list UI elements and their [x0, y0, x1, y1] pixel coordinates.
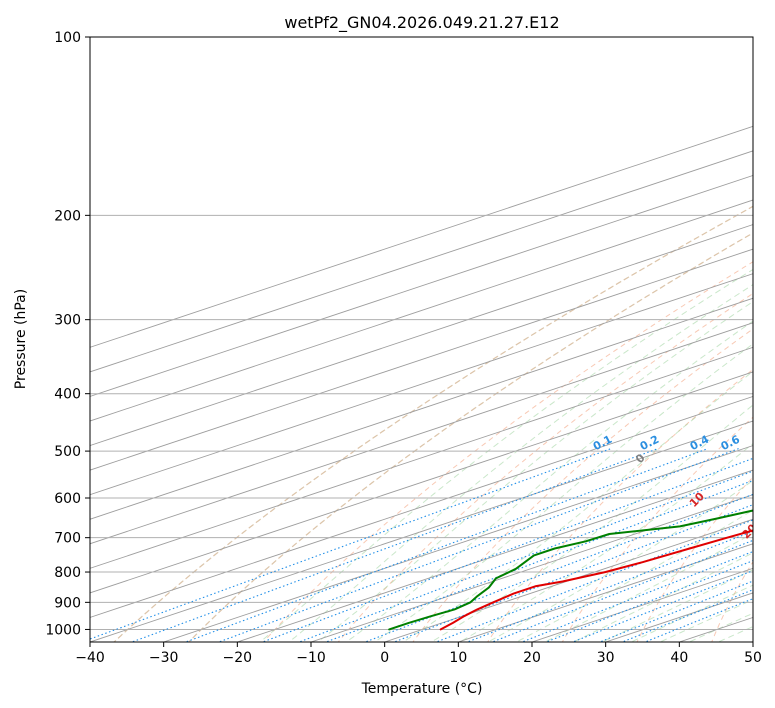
isotherm	[90, 199, 753, 422]
moist-adiabat	[543, 532, 753, 642]
isotherm	[90, 297, 753, 520]
dry-adiabat-reference	[187, 232, 753, 642]
mixing-ratio-line	[297, 470, 753, 642]
mixing-ratio-label: 0.2	[638, 433, 661, 453]
isotherm	[90, 248, 753, 471]
data-series	[388, 509, 753, 631]
x-axis-label: Temperature (°C)	[361, 681, 483, 697]
isotherm	[163, 445, 753, 642]
y-tick-label: 600	[54, 491, 81, 507]
y-tick-label: 700	[54, 531, 81, 547]
temperature-profile	[439, 529, 753, 631]
x-tick-label: −40	[75, 650, 105, 666]
mixing-ratio-line	[544, 560, 753, 642]
isotherm	[237, 469, 753, 642]
y-axis-label: Pressure (hPa)	[13, 289, 29, 389]
isotherm	[384, 518, 753, 642]
isotherm	[310, 494, 753, 642]
plot-frame	[89, 36, 754, 643]
moist-adiabat	[373, 343, 753, 642]
dry-adiabat-reference	[113, 205, 753, 642]
mixing-ratio-line	[598, 580, 753, 642]
mixing-ratio-line	[490, 539, 753, 642]
plot-area: 0.10.20.40.611.52346810131620253036-100-…	[90, 37, 775, 642]
x-tick-label: 30	[597, 650, 615, 666]
isotherm	[531, 567, 753, 642]
y-tick-label: 100	[54, 30, 81, 46]
mixing-ratio-line	[217, 447, 740, 642]
mixing-ratio-line	[643, 598, 753, 642]
mixing-ratio-line	[571, 570, 753, 642]
dry-adiabats	[113, 205, 753, 642]
moist-adiabat	[601, 569, 753, 642]
dry-adiabat	[561, 416, 753, 642]
isotherm	[90, 273, 753, 496]
moist-adiabat	[345, 320, 753, 642]
mixing-ratio-line	[520, 550, 753, 642]
isotherm	[90, 224, 753, 447]
x-tick-label: −10	[296, 650, 326, 666]
isotherm	[90, 150, 753, 373]
y-tick-label: 500	[54, 444, 81, 460]
x-axis-ticks: −40 −30 −20 −10 0 10 20 30 40 50	[75, 642, 762, 666]
mixing-ratio-line	[620, 589, 753, 642]
reference-line-labels: 0.10.20.40.611.52346810131620253036-100-…	[591, 433, 775, 542]
y-tick-label: 1000	[45, 622, 81, 638]
x-tick-label: −30	[149, 650, 179, 666]
mixing-ratio-line	[130, 447, 659, 642]
isotherm	[90, 395, 753, 618]
moist-adiabat	[316, 301, 753, 642]
mixing-ratio-line	[324, 479, 753, 642]
mixing-ratio-line	[184, 447, 709, 642]
mixing-ratio-label: 0.1	[591, 433, 614, 453]
x-tick-label: 50	[744, 650, 762, 666]
moist-adiabat	[515, 509, 753, 642]
isotherm	[90, 174, 753, 397]
x-tick-label: 20	[523, 650, 541, 666]
y-tick-label: 200	[54, 208, 81, 224]
moist-adiabat	[658, 599, 753, 642]
moist-adiabat	[288, 283, 753, 642]
x-tick-label: 10	[449, 650, 467, 666]
y-tick-label: 800	[54, 565, 81, 581]
isobars	[90, 37, 753, 630]
x-tick-label: 0	[380, 650, 389, 666]
dry-adiabat	[113, 205, 753, 642]
moist-adiabat	[572, 552, 753, 642]
mixing-ratio-label: 1	[765, 435, 775, 450]
y-tick-label: 300	[54, 313, 81, 329]
dewpoint-profile	[388, 509, 753, 631]
moist-adiabat	[402, 370, 753, 642]
dry-adiabat	[188, 232, 753, 642]
y-tick-label: 900	[54, 595, 81, 611]
isotherm	[90, 371, 753, 594]
mixing-ratio-line	[465, 530, 753, 642]
y-axis-ticks: 1000 900 800 700 600 500 400 300 200 100	[45, 30, 90, 638]
isotherm	[90, 420, 753, 642]
isotherms	[90, 125, 753, 642]
moist-adiabat	[717, 626, 753, 642]
dry-adiabat	[262, 261, 753, 642]
isotherm	[90, 346, 753, 569]
isotherm	[90, 322, 753, 545]
moist-adiabat	[458, 442, 753, 642]
moist-adiabat	[430, 404, 753, 642]
isotherm	[752, 641, 753, 642]
x-tick-label: −20	[223, 650, 253, 666]
isotherm	[90, 125, 753, 348]
y-tick-label: 400	[54, 387, 81, 403]
x-tick-label: 40	[670, 650, 688, 666]
moist-adiabat	[486, 479, 753, 642]
chart-title: wetPf2_GN04.2026.049.21.27.E12	[284, 13, 559, 33]
dry-adiabat	[337, 292, 753, 642]
moist-adiabat	[629, 584, 753, 642]
